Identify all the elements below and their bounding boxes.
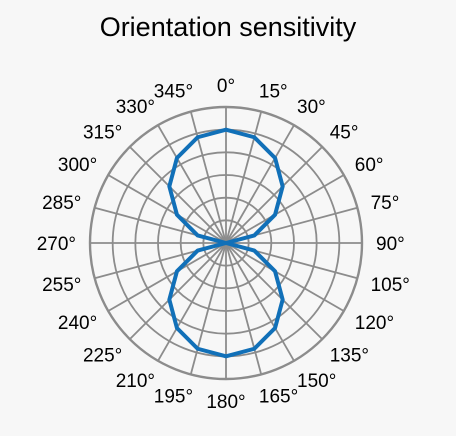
grid-spoke — [157, 124, 227, 244]
grid-spoke — [107, 242, 227, 312]
angle-tick-labels: 0° 15° 30°45° 60° 75° 90° 105° 120° 135° 150°165°… — [37, 76, 410, 413]
polar-grid — [88, 105, 364, 381]
grid-spoke — [129, 146, 227, 244]
grid-spoke — [157, 242, 227, 362]
grid-spoke — [225, 242, 295, 362]
angle-tick-label: 135° — [330, 346, 369, 367]
grid-spoke — [225, 174, 345, 244]
angle-tick-label: 255° — [42, 275, 81, 296]
grid-spoke — [107, 174, 227, 244]
grid-spoke — [225, 111, 263, 244]
grid-spoke — [129, 242, 227, 340]
angle-tick-label: 285° — [42, 193, 81, 214]
angle-tick-label: 210° — [116, 371, 155, 392]
angle-tick-label: 330° — [116, 97, 155, 118]
angle-tick-label: 0° — [217, 76, 235, 97]
angle-tick-label: 315° — [83, 122, 122, 143]
angle-tick-label: 15° — [259, 81, 288, 102]
chart-title: Orientation sensitivity — [99, 12, 357, 42]
angle-tick-label: 150° — [297, 371, 336, 392]
data-series — [167, 127, 285, 359]
grid-spoke — [225, 242, 345, 312]
angle-tick-label: 75° — [371, 193, 400, 214]
angle-tick-label: 30° — [297, 97, 326, 118]
grid-spoke — [225, 146, 323, 244]
grid-spoke — [189, 111, 227, 244]
angle-tick-label: 105° — [371, 275, 410, 296]
grid-spoke — [189, 242, 227, 375]
angle-tick-label: 180° — [206, 392, 245, 413]
angle-tick-label: 90° — [376, 234, 405, 255]
angle-tick-label: 300° — [58, 155, 97, 176]
angle-tick-label: 345° — [154, 81, 193, 102]
grid-spoke — [225, 242, 263, 375]
angle-tick-label: 165° — [259, 387, 298, 408]
angle-tick-label: 120° — [355, 313, 394, 334]
angle-tick-label: 45° — [330, 122, 359, 143]
angle-tick-label: 270° — [37, 234, 76, 255]
angle-tick-label: 240° — [58, 313, 97, 334]
grid-spoke — [225, 242, 323, 340]
angle-tick-label: 225° — [83, 346, 122, 367]
angle-tick-label: 60° — [355, 155, 384, 176]
angle-tick-label: 195° — [154, 387, 193, 408]
grid-spoke — [225, 124, 295, 244]
